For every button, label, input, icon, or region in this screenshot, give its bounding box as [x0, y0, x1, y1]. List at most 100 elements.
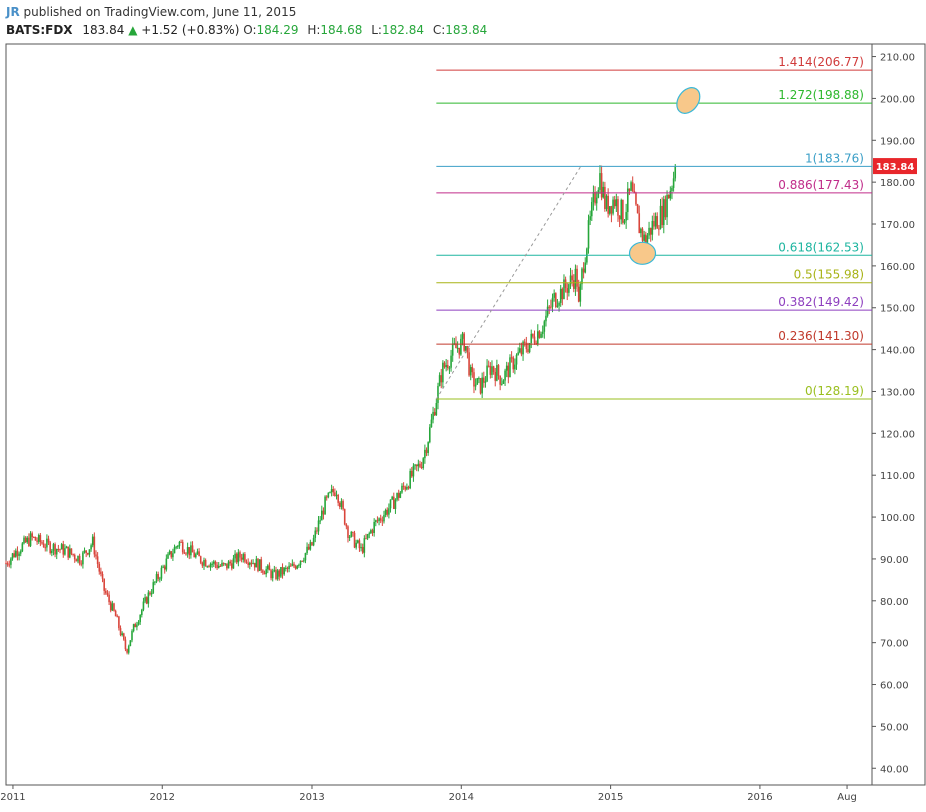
candle-body [209, 563, 212, 568]
candle-body [193, 552, 195, 558]
price-axis[interactable]: 40.00 50.00 60.00 70.00 80.00 90.00 100.00 110.… [872, 53, 915, 776]
candle-body [5, 563, 7, 565]
candle-body [29, 533, 32, 546]
author-name[interactable]: JR [6, 5, 20, 19]
x-tick-label: 2014 [449, 792, 474, 803]
candle-body [520, 348, 523, 355]
candle-body [170, 551, 173, 558]
candle-body [640, 228, 642, 234]
candle-body [159, 578, 161, 580]
candle-body [181, 541, 184, 553]
fib-retracement[interactable]: 1.414(206.77) 1.272(198.88) 1(183.76) 0.886… [435, 55, 872, 400]
candle-body [438, 375, 441, 386]
candle-body [65, 546, 68, 549]
candle-body [581, 268, 583, 285]
candle-body [608, 206, 611, 214]
candle-body [285, 567, 287, 569]
candle-body [569, 275, 572, 285]
candle-body [136, 624, 138, 628]
candle-body [378, 518, 380, 522]
last-price-tag: 183.84 [873, 158, 917, 175]
candle-body [388, 508, 390, 515]
candle-body [484, 381, 487, 383]
candle-body [504, 370, 506, 381]
candle-body [70, 548, 73, 554]
candle-body [19, 551, 22, 554]
candle-body [216, 564, 218, 569]
candle-body [268, 565, 271, 571]
candle-body [412, 465, 415, 477]
fib-level-label: 0.618(162.53) [778, 240, 864, 254]
candle-body [90, 545, 92, 550]
candle-body [204, 560, 207, 567]
candle-body [443, 362, 446, 368]
candle-body [535, 342, 537, 345]
candle-body [654, 216, 657, 227]
y-tick-label: 160.00 [880, 262, 915, 273]
candle-body [450, 355, 452, 368]
candle-body [298, 564, 300, 566]
candle-body [424, 449, 426, 459]
candle-body [41, 542, 43, 544]
highlight-ellipses[interactable] [628, 83, 705, 265]
candle-body [355, 542, 357, 548]
candle-body [123, 633, 125, 640]
candle-body [602, 186, 605, 198]
candle-body [594, 191, 596, 204]
candle-body [75, 559, 78, 562]
candle-body [126, 649, 128, 653]
candle-body [178, 541, 181, 547]
candle-body [342, 501, 344, 510]
candle-body [226, 563, 228, 569]
candle-body [558, 302, 560, 306]
candle-body [353, 532, 356, 548]
candle-body [633, 191, 636, 194]
candle-body [36, 540, 38, 542]
candle-body [379, 518, 382, 521]
candle-body [162, 566, 164, 568]
y-tick-label: 50.00 [880, 722, 909, 733]
candle-body [576, 268, 578, 287]
candle-body [160, 567, 163, 579]
candle-body [260, 559, 263, 571]
symbol-label[interactable]: BATS:FDX [6, 23, 73, 37]
low-label: L: [371, 23, 382, 37]
candle-body [33, 536, 35, 538]
candle-body [312, 537, 315, 546]
candle-body [119, 628, 122, 636]
candle-body [152, 582, 155, 593]
candle-body [31, 533, 33, 537]
candle-body [587, 220, 590, 249]
plot-border [5, 43, 926, 786]
candle-body [445, 365, 447, 368]
candle-body [430, 419, 433, 428]
candle-body [95, 554, 97, 557]
candle-body [551, 297, 554, 307]
last-price: 183.84 [82, 23, 125, 37]
time-axis[interactable]: 2011 2012 2013 2014 2015 2016 Aug [0, 785, 857, 803]
candle-body [464, 346, 467, 351]
highlight-ellipse [628, 241, 657, 265]
candle-body [186, 547, 189, 554]
candle-body [525, 342, 528, 350]
candle-body [559, 288, 562, 303]
candle-body [502, 380, 505, 384]
candle-body [620, 199, 623, 220]
candle-body [271, 571, 274, 579]
candle-body [208, 566, 210, 568]
candle-body [154, 581, 156, 583]
candle-body [458, 347, 461, 355]
candle-body [267, 565, 269, 570]
publish-line: JR published on TradingView.com, June 11… [6, 5, 296, 19]
close-label: C: [432, 23, 446, 37]
candle-body [82, 552, 84, 565]
candle-body [435, 402, 438, 416]
candle-body [57, 548, 60, 550]
candle-body [617, 199, 619, 216]
candle-body [514, 364, 516, 370]
candle-body [571, 275, 573, 281]
candle-body [399, 492, 402, 498]
candle-body [546, 306, 549, 316]
candle-body [304, 553, 307, 561]
